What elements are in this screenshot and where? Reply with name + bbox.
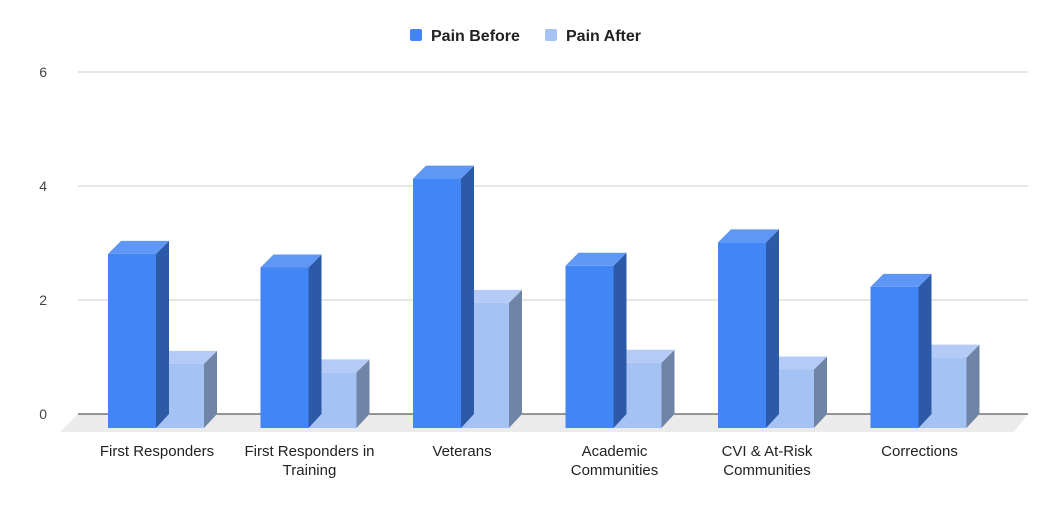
gridlines (78, 71, 1028, 415)
bar-top (613, 349, 675, 363)
y-tick-label: 6 (39, 64, 47, 80)
bar-top (156, 350, 217, 364)
legend-label: Pain After (566, 28, 641, 45)
bar-pain-before (565, 252, 627, 428)
bar-front (413, 178, 461, 428)
bar-top (308, 359, 370, 373)
bar-top (260, 254, 322, 268)
x-tick-label: Veterans (432, 443, 491, 460)
legend-item: Pain After (545, 28, 641, 45)
legend-swatch (545, 29, 557, 41)
bar-front (260, 267, 309, 428)
bar-pain-before (108, 240, 169, 428)
bar-pain-before (718, 229, 779, 428)
y-tick-label: 4 (39, 178, 47, 194)
legend-swatch (410, 29, 422, 41)
bar-side (204, 350, 217, 428)
bar-pain-before (413, 165, 474, 428)
bar-top (461, 289, 522, 303)
bar-top (918, 344, 980, 358)
bar-top (870, 273, 932, 287)
bar-side (613, 252, 627, 428)
bar-front (718, 242, 766, 428)
bar-front (108, 253, 156, 428)
x-axis-labels: First Responders First Responders in Train… (100, 443, 958, 479)
x-tick-label: CVI & At-Risk Communities (722, 443, 813, 479)
y-tick-label: 2 (39, 292, 47, 308)
bar-pain-before (870, 273, 932, 428)
y-axis-ticks: 0 2 4 6 (39, 64, 47, 422)
bar-side (461, 165, 474, 428)
legend-item: Pain Before (410, 28, 520, 45)
x-tick-label: Academic Communities (571, 443, 659, 479)
bar-front (870, 286, 919, 428)
x-tick-label: Corrections (881, 443, 958, 460)
bar-side (509, 289, 522, 428)
bar-side (966, 344, 980, 428)
x-tick-label: First Responders in Training (244, 443, 374, 479)
legend: Pain Before Pain After (410, 28, 641, 45)
bar-side (814, 356, 827, 428)
bar-top (108, 240, 169, 254)
bar-pain-before (260, 254, 322, 428)
bar-side (918, 273, 932, 428)
bar-top (413, 165, 474, 179)
bar-side (308, 254, 322, 428)
bar-side (156, 240, 169, 428)
bar-front (565, 265, 614, 428)
bar-side (766, 229, 779, 428)
bars (108, 165, 980, 428)
bar-top (766, 356, 827, 370)
bar-side (661, 349, 675, 428)
y-tick-label: 0 (39, 406, 47, 422)
legend-label: Pain Before (431, 28, 520, 45)
bar-top (718, 229, 779, 243)
bar-top (565, 252, 627, 266)
bar-side (356, 359, 370, 428)
x-tick-label: First Responders (100, 443, 214, 460)
